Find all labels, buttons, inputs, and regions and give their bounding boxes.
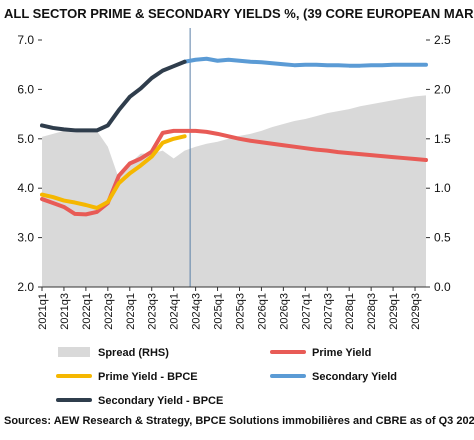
x-tick-label: 2024q1 [169, 293, 181, 330]
x-tick-label: 2029q3 [410, 293, 422, 330]
x-tick-label: 2028q1 [344, 293, 356, 330]
y-right-tick-label: 2.5 [434, 33, 451, 47]
legend-swatch-spread [58, 347, 90, 357]
x-tick-label: 2024q3 [191, 293, 203, 330]
legend-label: Secondary Yield - BPCE [98, 395, 223, 407]
x-axis: 2021q1 2021q3 2022q1 2022q3 2023q1 2023q3 2024… [37, 286, 426, 330]
y-right-tick-label: 2.0 [434, 82, 451, 96]
legend: Spread (RHS) Prime Yield Prime Yield - BPC… [56, 347, 397, 407]
y-left-tick-label: 6.0 [17, 82, 34, 96]
x-tick-label: 2027q3 [322, 293, 334, 330]
x-tick-label: 2026q1 [256, 293, 268, 330]
legend-label: Prime Yield [312, 347, 371, 359]
chart-title: ALL SECTOR PRIME & SECONDARY YIELDS %, (… [4, 6, 474, 21]
x-tick-label: 2021q1 [37, 293, 49, 330]
y-right-tick-label: 1.0 [434, 181, 451, 195]
x-tick-label: 2023q1 [125, 293, 137, 330]
y-left-tick-label: 2.0 [17, 280, 34, 294]
x-tick-label: 2023q3 [147, 293, 159, 330]
y-left-tick-label: 4.0 [17, 181, 34, 195]
x-tick-label: 2021q3 [59, 293, 71, 330]
series-line-secondary-yield [182, 56, 428, 68]
x-tick-label: 2022q3 [103, 293, 115, 330]
x-tick-label: 2028q3 [366, 293, 378, 330]
y-left-tick-label: 3.0 [17, 231, 34, 245]
x-tick-label: 2025q3 [234, 293, 246, 330]
left-axis: 7.0 6.0 5.0 4.0 3.0 2.0 [17, 33, 42, 294]
y-right-tick-label: 0.0 [434, 280, 451, 294]
legend-label: Spread (RHS) [98, 347, 169, 359]
source-label: Sources: AEW Research & Strategy, BPCE S… [4, 415, 474, 427]
legend-label: Secondary Yield [312, 371, 397, 383]
plot-area [40, 28, 428, 287]
right-axis: 2.5 2.0 1.5 1.0 0.5 0.0 [426, 33, 451, 294]
y-right-tick-label: 1.5 [434, 132, 451, 146]
series-line-secondary-yield-bpce [40, 59, 187, 133]
x-tick-label: 2022q1 [81, 293, 93, 330]
legend-label: Prime Yield - BPCE [98, 371, 198, 383]
y-left-tick-label: 7.0 [17, 33, 34, 47]
spread-area [42, 95, 426, 287]
x-tick-label: 2027q1 [300, 293, 312, 330]
x-tick-label: 2025q1 [213, 293, 225, 330]
y-left-tick-label: 5.0 [17, 132, 34, 146]
x-tick-label: 2026q3 [278, 293, 290, 330]
y-right-tick-label: 0.5 [434, 231, 451, 245]
x-tick-label: 2029q1 [388, 293, 400, 330]
series-line-prime-yield-bpce [40, 134, 187, 210]
